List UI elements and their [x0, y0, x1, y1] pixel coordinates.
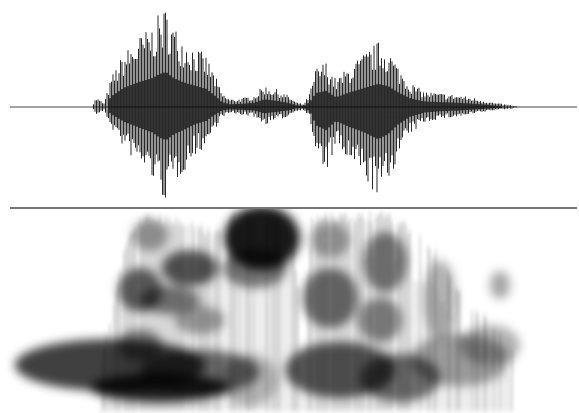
waveform-trace [93, 12, 520, 198]
spectrogram-striation-faint [99, 252, 511, 413]
spectrogram-striations [99, 211, 513, 413]
spectrogram-striation-strong [101, 211, 513, 411]
spectrogram-blob [223, 248, 287, 288]
spectrogram-panel [15, 209, 520, 413]
waveform-panel [10, 12, 577, 198]
spectrogram-blob [460, 325, 520, 365]
spectrogram-blob [490, 271, 510, 299]
waveform-core [109, 72, 501, 140]
